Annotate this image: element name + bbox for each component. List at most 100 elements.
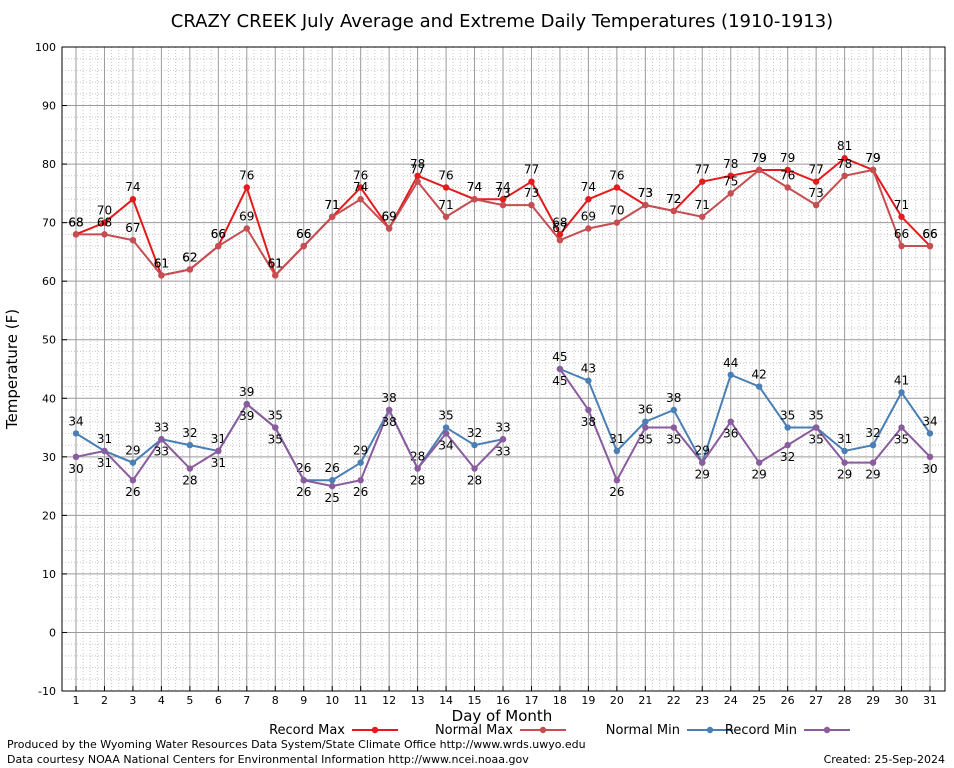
x-tick-label: 4 [158, 694, 165, 707]
data-label-normal-min: 35 [268, 409, 283, 423]
data-label-record-min: 25 [325, 491, 340, 505]
data-label-normal-min: 34 [68, 414, 83, 428]
data-label-normal-max: 73 [495, 186, 510, 200]
data-label-normal-min: 29 [353, 444, 368, 458]
data-point-record-min [158, 436, 165, 443]
y-tick-label: 100 [35, 41, 56, 54]
data-label-normal-max: 73 [638, 186, 653, 200]
data-point-normal-max [869, 166, 877, 174]
data-label-normal-min: 26 [325, 461, 340, 475]
data-label-record-min: 26 [353, 485, 368, 499]
data-point-record-min [186, 465, 194, 472]
data-point-record-max [414, 172, 421, 179]
data-point-record-max [699, 178, 706, 185]
footer-data-courtesy: Data courtesy NOAA National Centers for … [7, 753, 529, 766]
data-point-normal-max [556, 237, 564, 244]
data-label-normal-max: 71 [695, 198, 710, 212]
legend-swatch-marker [706, 726, 714, 734]
data-point-record-min [215, 447, 222, 455]
data-point-normal-min [898, 389, 905, 396]
data-point-record-max [585, 196, 592, 203]
data-point-normal-max [841, 172, 848, 179]
data-label-normal-max: 67 [552, 221, 567, 235]
data-point-normal-max [186, 266, 194, 273]
x-tick-label: 1 [73, 694, 80, 707]
data-label-normal-min: 32 [467, 426, 482, 440]
data-point-normal-max [699, 213, 706, 220]
footer-produced-by: Produced by the Wyoming Water Resources … [7, 738, 586, 751]
x-axis-ticks: 1 2 3 4 5 6 7 8 9 10 11 12 13 14 15 16 17 18 19 20 21 22 23 24 2… [73, 686, 937, 707]
y-tick-label: 40 [42, 392, 56, 405]
data-point-record-max [499, 196, 507, 203]
data-point-normal-max [642, 201, 649, 209]
data-point-record-min [898, 424, 905, 431]
data-point-normal-min [471, 441, 478, 449]
x-tick-label: 27 [809, 694, 823, 707]
y-tick-label: 80 [42, 158, 56, 171]
data-point-normal-max [243, 225, 250, 232]
legend-item-normal-min: Normal Min [606, 723, 733, 738]
data-point-record-min [642, 424, 649, 431]
data-point-normal-max [414, 178, 421, 185]
data-label-normal-min: 34 [922, 414, 937, 428]
y-axis-label: Temperature (F) [3, 309, 21, 430]
data-label-record-max: 69 [381, 209, 396, 223]
data-point-normal-max [528, 201, 535, 209]
data-label-record-max: 78 [410, 157, 425, 171]
data-label-normal-max: 72 [666, 192, 681, 206]
data-label-normal-max: 73 [524, 186, 539, 200]
data-point-record-min [442, 430, 450, 437]
data-label-record-min: 30 [68, 462, 83, 476]
data-point-record-min [329, 482, 336, 490]
data-label-normal-min: 44 [723, 356, 738, 370]
legend-item-record-min: Record Min [725, 723, 850, 738]
data-point-record-min [471, 465, 478, 472]
data-point-normal-max [385, 225, 393, 232]
y-tick-label: 60 [42, 275, 56, 288]
data-label-normal-min: 31 [211, 432, 226, 446]
x-axis-label: Day of Month [452, 707, 553, 725]
x-tick-label: 13 [411, 694, 425, 707]
x-tick-label: 22 [667, 694, 681, 707]
y-tick-label: 70 [42, 217, 56, 230]
data-point-record-min [101, 447, 108, 455]
series-line-normal-min [559, 368, 931, 466]
data-point-normal-max [471, 196, 478, 203]
data-label-normal-max: 62 [182, 250, 197, 264]
data-label-normal-max: 79 [752, 151, 767, 165]
data-label-record-min: 32 [780, 450, 795, 464]
data-point-record-max [613, 184, 621, 191]
data-label-normal-max: 77 [410, 163, 425, 177]
data-point-normal-min [926, 430, 934, 437]
y-tick-label: 30 [42, 451, 56, 464]
data-label-record-max: 72 [666, 192, 681, 206]
data-label-normal-max: 66 [296, 227, 311, 241]
data-label-record-max: 77 [524, 163, 539, 177]
series-record-min: 30 31 26 33 28 31 39 35 26 25 26 38 28 34 28 33 45 38 26 35… [68, 365, 938, 505]
data-label-record-max: 74 [125, 180, 140, 194]
data-label-record-max: 79 [865, 151, 880, 165]
x-tick-label: 20 [610, 694, 624, 707]
footer-created: Created: 25-Sep-2024 [823, 753, 945, 766]
data-point-normal-max [499, 201, 507, 209]
data-label-normal-max: 66 [211, 227, 226, 241]
data-point-normal-max [357, 196, 364, 203]
data-label-normal-min: 35 [808, 409, 823, 423]
x-tick-label: 2 [101, 694, 108, 707]
data-point-record-min [300, 477, 307, 484]
data-label-record-min: 29 [837, 468, 852, 482]
data-label-record-min: 33 [495, 444, 510, 458]
data-point-normal-max [926, 242, 934, 250]
data-point-record-max [101, 219, 108, 226]
data-label-normal-max: 73 [808, 186, 823, 200]
data-point-normal-min [727, 371, 734, 379]
data-label-record-max: 79 [752, 151, 767, 165]
data-label-record-max: 61 [154, 256, 169, 270]
data-label-normal-min: 41 [894, 373, 909, 387]
data-point-normal-max [72, 231, 80, 238]
data-label-normal-max: 61 [154, 256, 169, 270]
data-point-record-min [129, 477, 137, 484]
data-label-normal-max: 70 [609, 204, 624, 218]
y-tick-label: 20 [42, 509, 56, 522]
